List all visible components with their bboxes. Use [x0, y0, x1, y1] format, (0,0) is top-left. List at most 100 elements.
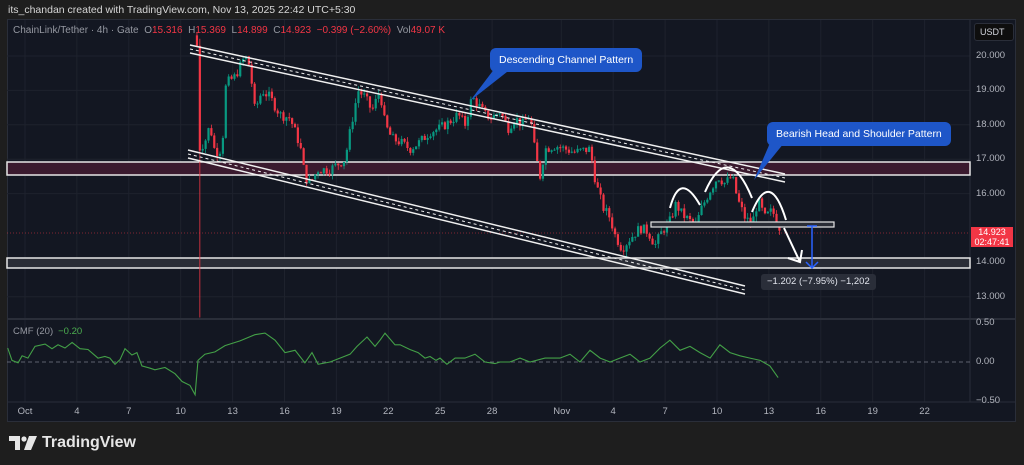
- neckline-zone[interactable]: [650, 221, 835, 228]
- candle-up: [515, 118, 519, 124]
- candle-down: [368, 96, 372, 108]
- candle-down: [380, 94, 383, 106]
- last-price-tag: 14.923 02:47:41: [971, 227, 1013, 247]
- cmf-tick: 0.50: [976, 317, 995, 328]
- candle-down: [236, 74, 239, 77]
- candle-down: [743, 207, 746, 219]
- time-tick: Nov: [553, 406, 571, 417]
- candle-down: [449, 120, 452, 124]
- head-arc[interactable]: [704, 166, 753, 199]
- candle-down: [253, 83, 256, 104]
- candle-down: [613, 228, 617, 235]
- candle-down: [616, 234, 620, 245]
- candle-down: [273, 98, 276, 111]
- candle-up: [553, 149, 556, 151]
- candle-up: [354, 103, 357, 122]
- time-tick: 10: [711, 406, 723, 417]
- candle-up: [576, 148, 579, 153]
- high-value: 15.369: [195, 25, 226, 36]
- candle-up: [224, 85, 227, 138]
- candle-up: [239, 61, 242, 77]
- descending-channel-upper[interactable]: [189, 44, 786, 183]
- left-shoulder-arc[interactable]: [669, 187, 701, 209]
- channel-callout[interactable]: Descending Channel Pattern: [490, 48, 643, 72]
- candle-up: [717, 180, 720, 182]
- candle-down: [590, 146, 594, 161]
- candle-down: [340, 165, 343, 167]
- price-tick: 16.000: [976, 187, 1006, 199]
- candle-down: [360, 91, 363, 95]
- candle-down: [337, 163, 340, 166]
- symbol-legend[interactable]: ChainLink/Tether · 4h · Gate O15.316 H15…: [13, 25, 445, 36]
- cmf-label: CMF (20): [13, 326, 54, 337]
- candle-up: [703, 202, 706, 206]
- candle-down: [282, 112, 285, 121]
- candle-up: [498, 113, 501, 115]
- candle-up: [686, 215, 689, 219]
- candle-up: [201, 148, 204, 151]
- volume-label: Vol: [396, 25, 411, 36]
- candle-down: [299, 142, 302, 149]
- candle-down: [639, 226, 643, 234]
- price-tick: 17.000: [976, 153, 1006, 165]
- hs-callout[interactable]: Bearish Head and Shoulder Pattern: [767, 122, 951, 146]
- price-tick: 20.000: [976, 50, 1006, 61]
- price-tick: 13.000: [976, 290, 1006, 302]
- time-tick: 22: [919, 406, 930, 417]
- candle-down: [371, 107, 374, 109]
- time-tick: 4: [610, 406, 616, 417]
- candle-up: [262, 94, 265, 96]
- support-zone[interactable]: [6, 257, 971, 269]
- down-arrow[interactable]: [783, 227, 803, 264]
- candle-down: [760, 198, 764, 208]
- candle-up: [556, 147, 559, 150]
- time-tick: 13: [227, 406, 238, 417]
- change-value: −0.399 (−2.60%): [316, 25, 392, 36]
- candle-up: [285, 117, 288, 121]
- chart-frame[interactable]: [7, 19, 1016, 422]
- candle-down: [293, 123, 297, 128]
- candle-up: [642, 224, 645, 234]
- candle-down: [288, 117, 291, 119]
- right-shoulder-arc[interactable]: [751, 190, 787, 221]
- candle-up: [668, 216, 671, 223]
- candle-down: [573, 151, 576, 153]
- candle-down: [602, 194, 605, 211]
- last-price: 14.923: [978, 227, 1006, 237]
- candle-down: [536, 142, 539, 161]
- candle-down: [265, 94, 268, 97]
- candle-up: [218, 153, 222, 156]
- candle-up: [570, 151, 573, 153]
- candle-up: [469, 99, 472, 117]
- candle-down: [383, 105, 386, 116]
- candle-up: [587, 146, 591, 152]
- candle-up: [322, 168, 325, 174]
- candle-down: [691, 219, 694, 223]
- resistance-zone[interactable]: [6, 161, 971, 176]
- candle-down: [195, 35, 199, 46]
- close-value: 14.923: [280, 25, 312, 36]
- candle-up: [342, 161, 346, 167]
- candle-down: [475, 98, 478, 107]
- candle-down: [458, 112, 461, 116]
- price-range-measure[interactable]: [805, 225, 819, 270]
- candle-up: [438, 124, 441, 130]
- candle-up: [711, 188, 715, 193]
- cmf-value: −0.20: [58, 326, 83, 337]
- candle-up: [432, 132, 435, 137]
- tradingview-logo[interactable]: TradingView: [9, 434, 136, 452]
- candle-up: [351, 121, 354, 130]
- time-tick: 25: [434, 406, 446, 417]
- time-tick: 28: [486, 406, 498, 417]
- candle-up: [221, 137, 225, 154]
- candle-up: [256, 103, 259, 105]
- candle-up: [625, 245, 628, 252]
- cmf-legend[interactable]: CMF (20) −0.20: [13, 326, 82, 337]
- candle-down: [683, 208, 686, 219]
- low-label: L: [231, 25, 238, 36]
- currency-button[interactable]: USDT: [974, 23, 1014, 41]
- time-tick: 7: [126, 406, 132, 417]
- candle-up: [654, 243, 657, 245]
- descending-channel-lower[interactable]: [187, 149, 746, 295]
